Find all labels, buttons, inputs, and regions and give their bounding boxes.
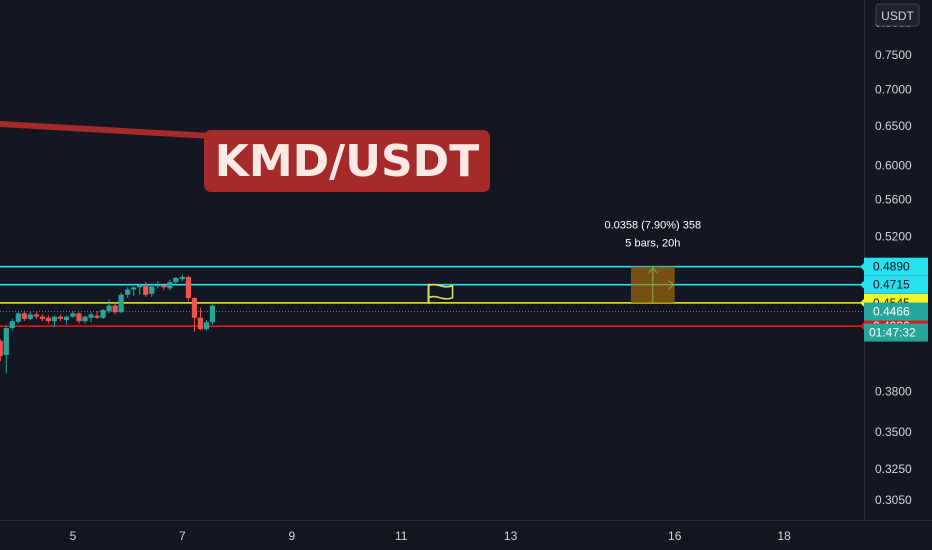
flag-icon[interactable]: [427, 283, 454, 300]
candle-up: [3, 327, 9, 356]
candle-up: [27, 314, 33, 319]
candle-up: [125, 289, 131, 295]
price-tick-label: 0.3050: [875, 493, 912, 507]
level-price-label-bg: [864, 257, 928, 276]
candle-up: [167, 282, 173, 289]
candle-down: [185, 276, 192, 299]
measure-label-bars: 5 bars, 20h: [625, 238, 680, 250]
price-tick-label: 0.6000: [875, 159, 912, 173]
candles: [0, 274, 216, 374]
currency-button-bg[interactable]: [875, 3, 920, 27]
candle-down: [161, 285, 167, 288]
candle-up: [100, 310, 106, 318]
level-axis-pointer: [860, 262, 864, 271]
current-price-label-bg: [864, 302, 928, 321]
time-axis[interactable]: 5 7 9 11 13 16 18: [70, 529, 791, 543]
candle-up: [209, 305, 216, 323]
candle-up: [149, 286, 155, 294]
candle-up: [155, 285, 161, 287]
candle-up: [118, 294, 124, 313]
candle-up: [106, 305, 112, 312]
candle-down: [57, 316, 64, 319]
price-tick-label: 0.7500: [875, 48, 912, 62]
price-tick-label: 0.6500: [875, 119, 912, 133]
candle-down: [112, 305, 118, 313]
current-price-label: 0.4466: [873, 305, 910, 319]
candle-down: [143, 285, 149, 295]
level-price-label: 0.4890: [873, 260, 910, 274]
title-banner: KMD/USDT: [0, 121, 490, 192]
price-tick-label: 0.3250: [875, 462, 912, 476]
level-axis-pointer: [860, 322, 864, 331]
time-tick-label: 7: [179, 529, 186, 543]
time-tick-label: 13: [504, 529, 518, 543]
candle-down: [21, 313, 27, 319]
candle-up: [82, 316, 88, 322]
price-tick-label: 0.3800: [875, 384, 912, 398]
countdown-bg: [864, 323, 928, 342]
banner-arrow: [0, 121, 212, 139]
banner-box: [204, 130, 490, 192]
candle-up: [15, 313, 21, 322]
price-axis[interactable]: 0.3050 0.3250 0.3500 0.3800 0.5200 0.5600 0.60…: [875, 16, 912, 507]
time-tick-label: 9: [288, 529, 295, 543]
candle-up: [173, 277, 179, 283]
countdown-label: 01:47:32: [869, 326, 916, 340]
price-tick-label: 0.3500: [875, 425, 912, 439]
measure-tool[interactable]: 0.0358 (7.90%) 358 5 bars, 20h: [604, 220, 701, 303]
time-tick-label: 11: [395, 529, 408, 543]
candle-up: [70, 313, 76, 317]
price-tick-label: 0.5600: [875, 193, 912, 207]
candle-up: [131, 287, 137, 290]
candle-down: [191, 298, 198, 318]
level-price-label-bg: [864, 275, 928, 294]
measure-right-arrowhead: [668, 280, 675, 290]
candle-down: [0, 340, 3, 357]
candle-up: [51, 316, 58, 322]
currency-button-label[interactable]: USDT: [881, 9, 914, 23]
level-price-label: 0.4715: [873, 278, 910, 292]
candle-up: [137, 285, 143, 288]
candle-down: [197, 317, 204, 330]
time-tick-label: 18: [777, 529, 791, 543]
candle-down: [33, 314, 39, 317]
measure-label-change: 0.0358 (7.90%) 358: [604, 220, 701, 232]
measure-up-arrowhead: [648, 266, 658, 274]
candle-up: [63, 316, 70, 321]
currency-button[interactable]: USDT: [875, 3, 920, 27]
candle-down: [94, 315, 100, 318]
candle-down: [39, 316, 45, 319]
candle-up: [179, 276, 185, 279]
candle-down: [76, 313, 82, 322]
time-tick-label: 5: [70, 529, 77, 543]
level-axis-pointer: [860, 280, 864, 289]
banner-title: KMD/USDT: [215, 136, 479, 187]
candle-up: [88, 314, 94, 318]
candle-down: [45, 317, 51, 322]
candle-up: [203, 322, 210, 330]
price-tick-label: 0.7000: [875, 82, 912, 96]
level-axis-pointer: [860, 298, 864, 307]
candle-up: [9, 321, 15, 328]
price-tick-label: 0.5200: [875, 229, 912, 243]
flag-annotation[interactable]: [427, 283, 454, 304]
time-tick-label: 16: [668, 529, 682, 543]
